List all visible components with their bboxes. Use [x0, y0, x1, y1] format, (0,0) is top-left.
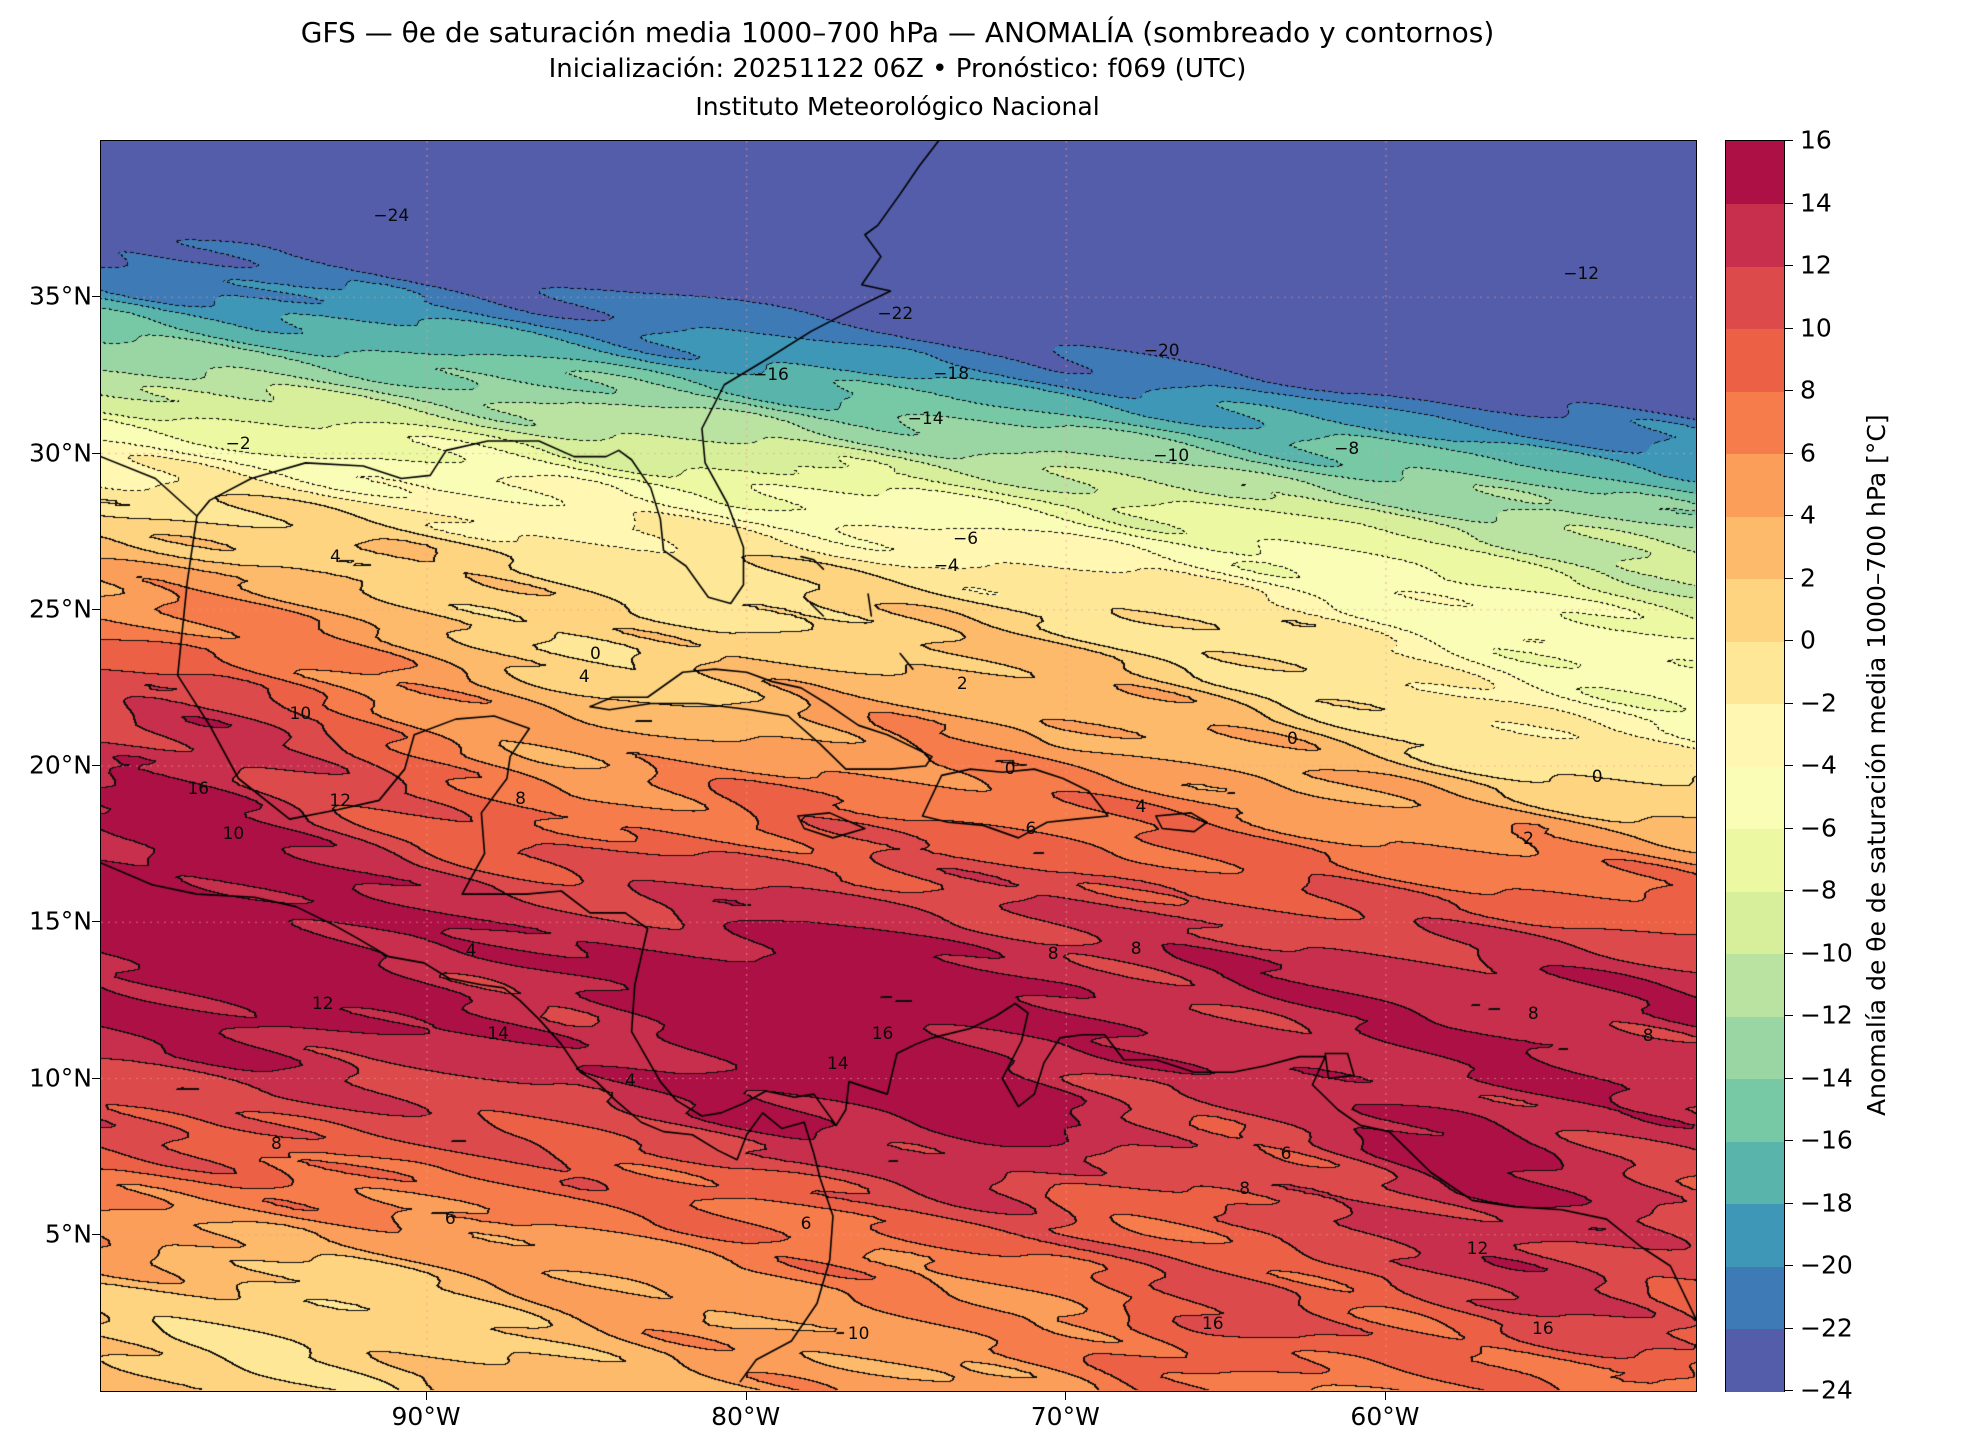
- colorbar-band: [1726, 953, 1784, 1017]
- lat-tick-mark: [92, 1077, 100, 1079]
- colorbar-tick-label: −4: [1800, 750, 1837, 780]
- lon-tick-mark: [745, 1392, 747, 1400]
- colorbar-band: [1726, 203, 1784, 267]
- colorbar-tick-label: −18: [1800, 1188, 1853, 1217]
- lat-tick-label: 35°N: [28, 281, 92, 311]
- colorbar-tick-mark: [1785, 1265, 1793, 1266]
- colorbar-band: [1726, 1328, 1784, 1392]
- colorbar-tick-label: 16: [1800, 125, 1832, 155]
- colorbar-tick-label: −10: [1800, 938, 1853, 967]
- colorbar-tick-mark: [1785, 452, 1793, 454]
- colorbar-tick-mark: [1785, 890, 1793, 891]
- colorbar-band: [1726, 141, 1784, 204]
- colorbar-tick-mark: [1785, 765, 1793, 766]
- chart-subtitle: Inicialización: 20251122 06Z • Pronóstic…: [548, 54, 1247, 84]
- colorbar-band: [1726, 1078, 1784, 1142]
- lat-tick-label: 25°N: [28, 594, 92, 624]
- colorbar-band: [1726, 766, 1784, 829]
- colorbar-tick-mark: [1785, 390, 1793, 391]
- lat-tick-mark: [92, 296, 100, 298]
- colorbar-band: [1726, 641, 1784, 704]
- colorbar-tick-label: 6: [1800, 438, 1816, 467]
- colorbar-tick-mark: [1785, 1140, 1793, 1141]
- lon-tick-label: 90°W: [391, 1402, 461, 1431]
- colorbar-tick-label: −2: [1800, 688, 1837, 717]
- lat-tick-label: 10°N: [28, 1063, 92, 1092]
- lat-tick-label: 15°N: [28, 906, 92, 936]
- map-plot-area: −24 −22 −20 −18 −16 −14 −12 −10 −8 −6 −4 −2 0 0 0 0 2 2 4 4…: [100, 140, 1697, 1392]
- colorbar-band: [1726, 578, 1784, 642]
- lon-tick-label: 80°W: [711, 1402, 781, 1431]
- colorbar-tick-mark: [1785, 1327, 1793, 1329]
- colorbar-tick-label: 4: [1800, 500, 1816, 530]
- colorbar-tick-mark: [1785, 702, 1793, 704]
- colorbar-tick-label: 14: [1800, 188, 1832, 217]
- colorbar-tick-label: 12: [1800, 250, 1832, 280]
- chart-institution: Instituto Meteorológico Nacional: [695, 92, 1100, 121]
- page-title: GFS — θe de saturación media 1000–700 hP…: [300, 16, 1495, 49]
- colorbar-band: [1726, 328, 1784, 392]
- colorbar-tick-label: −8: [1800, 875, 1837, 905]
- colorbar-tick-mark: [1785, 265, 1793, 266]
- colorbar-tick-label: 2: [1800, 563, 1816, 592]
- lat-tick-label: 5°N: [44, 1219, 92, 1249]
- colorbar-tick-mark: [1785, 952, 1793, 954]
- colorbar-band: [1726, 453, 1784, 517]
- colorbar-tick-label: −20: [1800, 1250, 1853, 1280]
- colorbar-tick-label: 10: [1800, 313, 1832, 342]
- lon-tick-label: 60°W: [1350, 1402, 1420, 1431]
- colorbar-tick-mark: [1785, 640, 1793, 641]
- lat-tick-mark: [92, 765, 100, 766]
- colorbar-band: [1726, 1016, 1784, 1079]
- colorbar-band: [1726, 391, 1784, 454]
- colorbar-tick-label: −14: [1800, 1063, 1853, 1092]
- anomaly-map-canvas: [101, 141, 1696, 1391]
- lon-tick-mark: [1384, 1392, 1386, 1400]
- colorbar-band: [1726, 1266, 1784, 1329]
- lat-tick-label: 20°N: [28, 750, 92, 780]
- colorbar-tick-label: 8: [1800, 375, 1816, 405]
- colorbar-band: [1726, 516, 1784, 579]
- colorbar-tick-mark: [1785, 1077, 1793, 1079]
- colorbar-tick-mark: [1785, 1015, 1793, 1016]
- lat-tick-mark: [92, 1233, 100, 1235]
- colorbar-tick-mark: [1785, 827, 1793, 829]
- colorbar-band: [1726, 266, 1784, 329]
- colorbar-tick-mark: [1785, 1202, 1793, 1204]
- colorbar-band: [1726, 1203, 1784, 1267]
- colorbar-tick-mark: [1785, 577, 1793, 579]
- colorbar-band: [1726, 1141, 1784, 1204]
- colorbar-band: [1726, 828, 1784, 892]
- colorbar-band: [1726, 703, 1784, 767]
- lat-tick-mark: [92, 608, 100, 610]
- colorbar-tick-mark: [1785, 515, 1793, 516]
- lat-tick-mark: [92, 921, 100, 923]
- colorbar-tick-label: −24: [1800, 1375, 1853, 1405]
- colorbar-tick-mark: [1785, 202, 1793, 204]
- colorbar-band: [1726, 891, 1784, 954]
- colorbar-tick-mark: [1785, 1390, 1793, 1391]
- colorbar-tick-label: −16: [1800, 1125, 1853, 1155]
- colorbar-tick-label: 0: [1800, 625, 1816, 655]
- lon-tick-mark: [426, 1392, 428, 1400]
- colorbar-tick-mark: [1785, 327, 1793, 329]
- colorbar-label: Anomalía de θe de saturación media 1000–…: [1862, 414, 1891, 1116]
- lon-tick-mark: [1065, 1392, 1067, 1400]
- colorbar-tick-label: −6: [1800, 813, 1837, 842]
- colorbar-tick-mark: [1785, 140, 1793, 141]
- colorbar-tick-label: −22: [1800, 1313, 1853, 1342]
- colorbar-tick-label: −12: [1800, 1000, 1853, 1030]
- colorbar: [1725, 140, 1785, 1392]
- lat-tick-mark: [92, 452, 100, 454]
- lat-tick-label: 30°N: [28, 438, 92, 467]
- lon-tick-label: 70°W: [1030, 1402, 1100, 1431]
